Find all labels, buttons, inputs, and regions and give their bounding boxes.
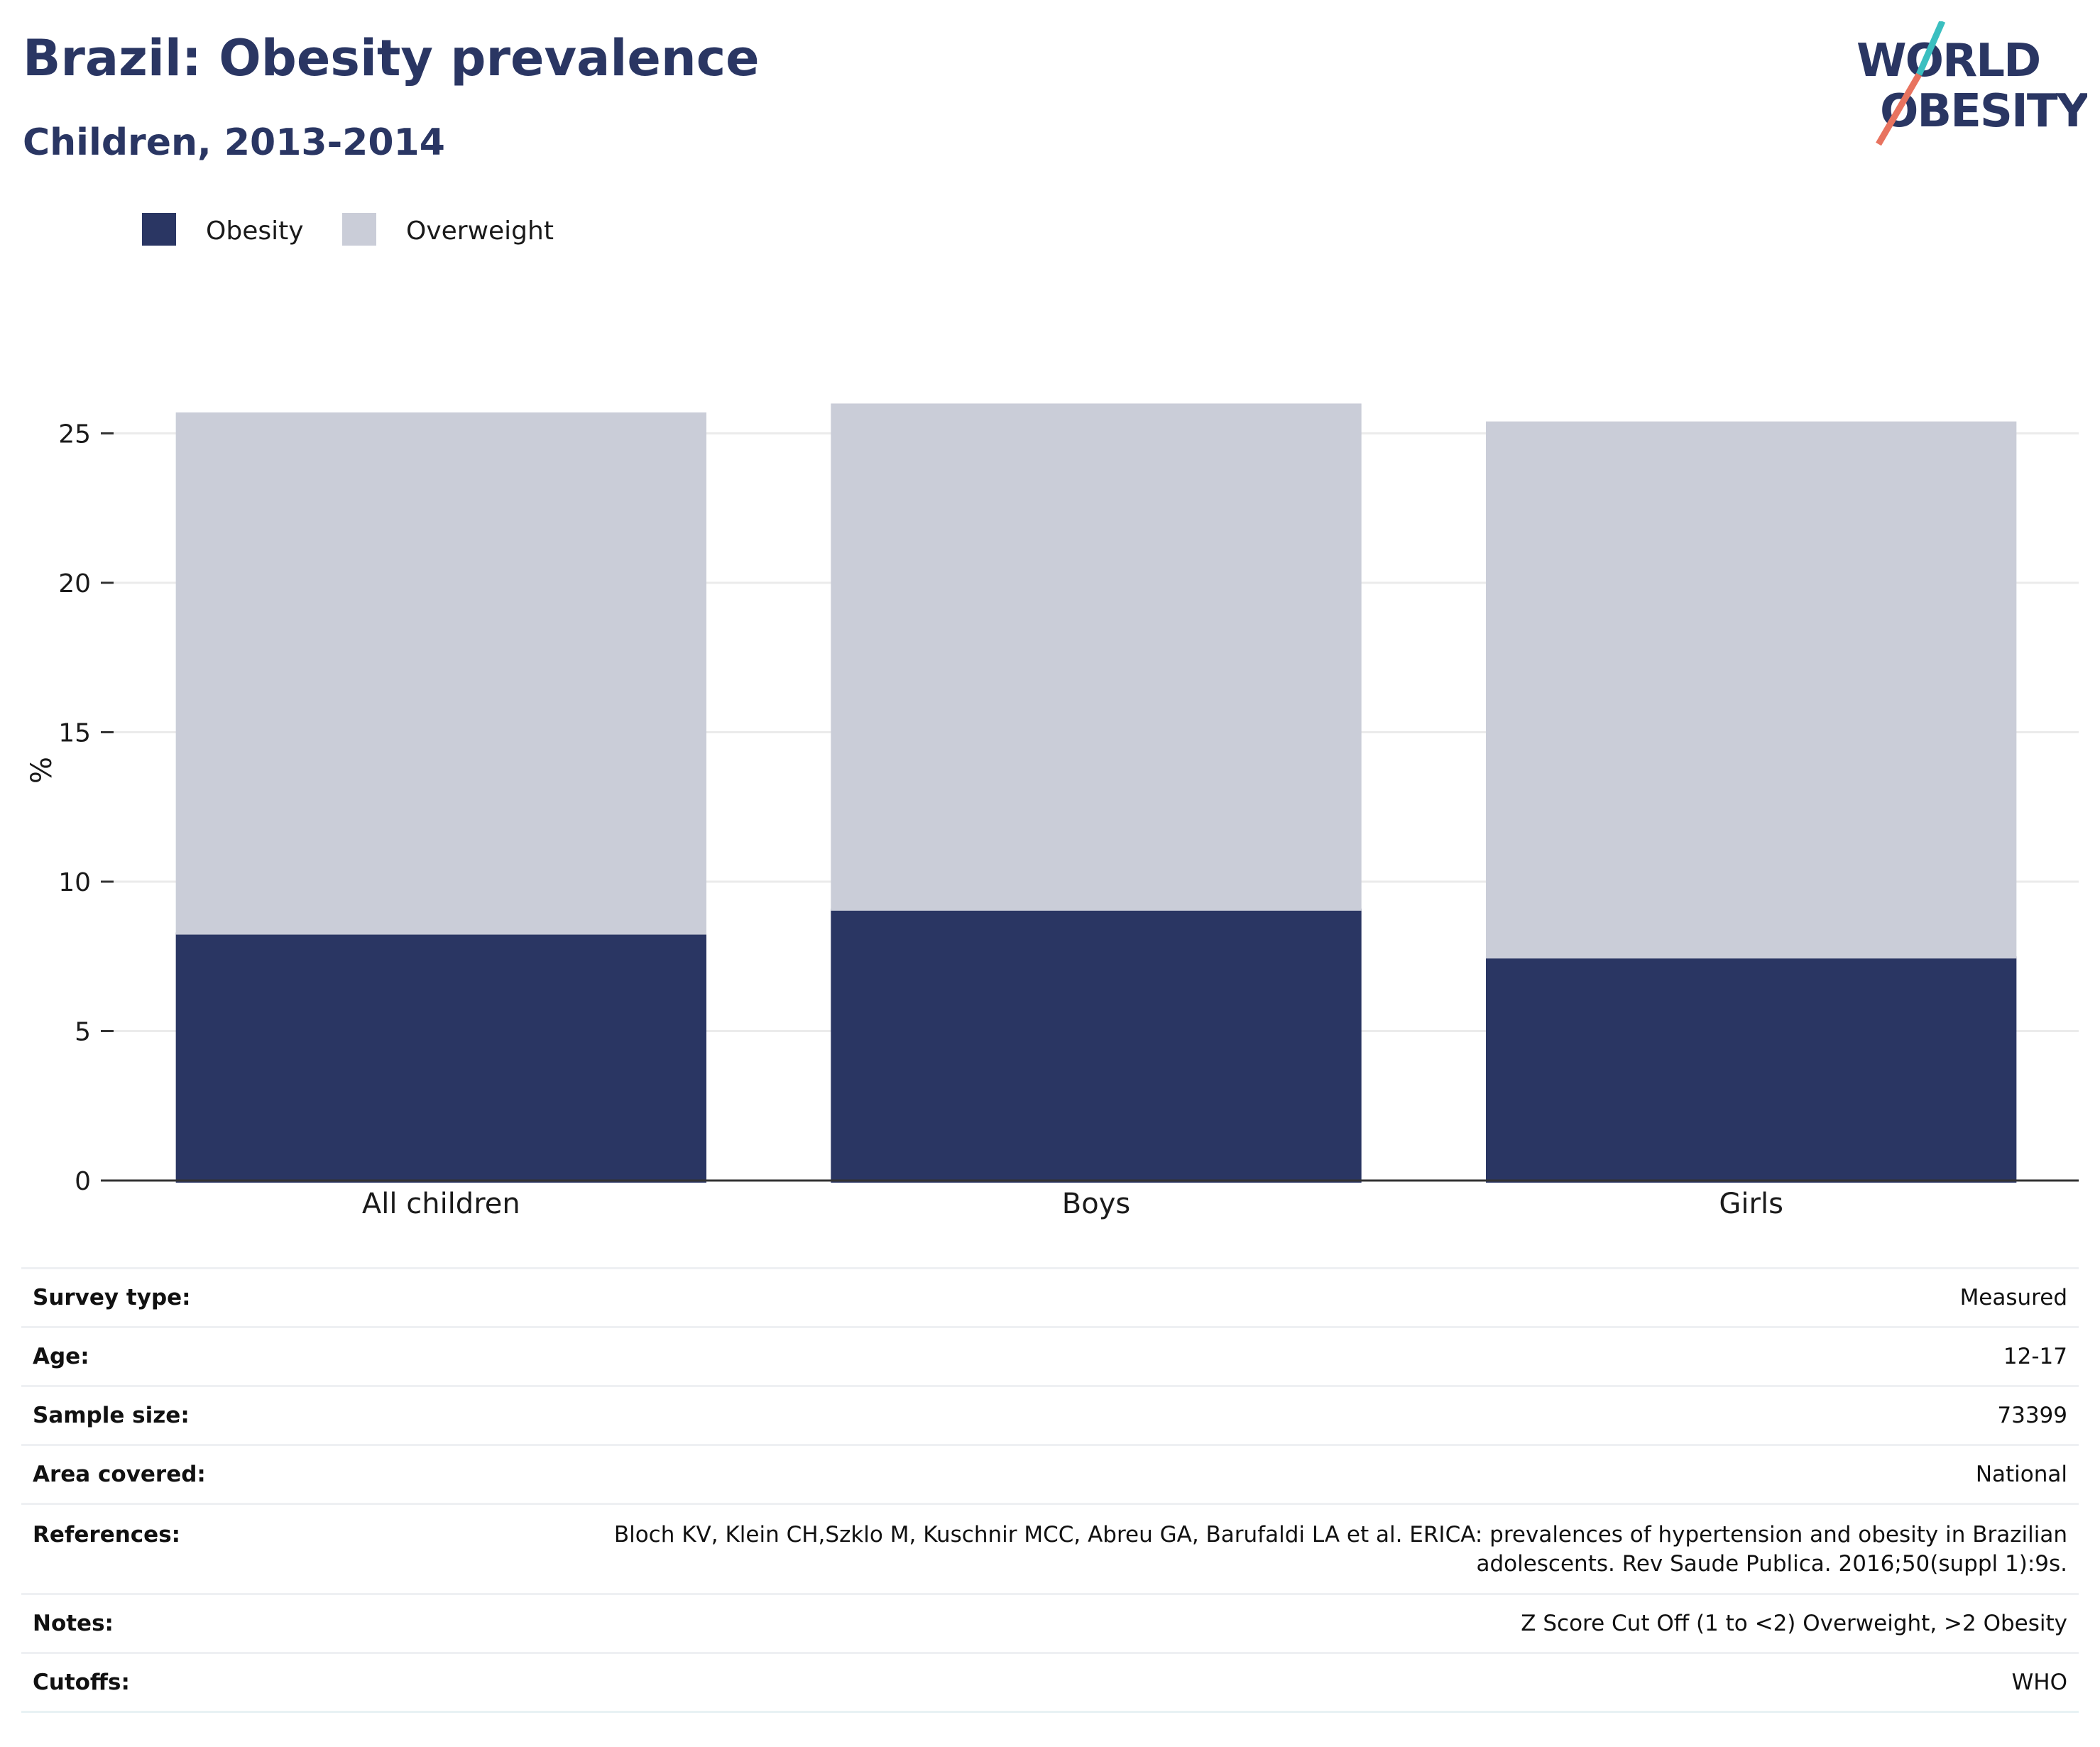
- details-value: WHO: [328, 1652, 2079, 1713]
- y-tick-label: 15: [58, 719, 91, 748]
- survey-details-table: Survey type: Measured Age: 12-17 Sample size…: [21, 1267, 2079, 1713]
- bar-obesity: [831, 908, 1362, 1183]
- details-value: 12-17: [328, 1326, 2079, 1386]
- details-row: References: Bloch KV, Klein CH,Szklo M, K…: [21, 1503, 2079, 1594]
- legend-swatch-overweight: [342, 213, 376, 246]
- details-value: Z Score Cut Off (1 to <2) Overweight, >2…: [328, 1593, 2079, 1653]
- details-row: Notes: Z Score Cut Off (1 to <2) Overweig…: [21, 1593, 2079, 1653]
- bar-overweight: [1485, 421, 2017, 959]
- details-value-line: adolescents. Rev Saude Publica. 2016;50(…: [1476, 1551, 2067, 1577]
- details-value-line: Bloch KV, Klein CH,Szklo M, Kuschnir MCC…: [613, 1522, 2067, 1548]
- world-obesity-logo: WORLD OBESITY: [1856, 21, 2087, 146]
- details-label: References:: [21, 1503, 328, 1594]
- details-value: Bloch KV, Klein CH,Szklo M, Kuschnir MCC…: [328, 1503, 2079, 1594]
- logo-slash-top: [1915, 21, 1946, 76]
- bar-overweight: [831, 403, 1362, 911]
- chart-bars: [175, 403, 2017, 1183]
- details-row: Cutoffs: WHO: [21, 1652, 2079, 1713]
- page-subtitle: Children, 2013-2014: [23, 121, 445, 164]
- logo-line-1: WORLD: [1856, 35, 2040, 87]
- details-label: Notes:: [21, 1593, 328, 1653]
- legend-swatch-obesity: [142, 213, 176, 246]
- legend-label-overweight: Overweight: [406, 217, 554, 246]
- chart-axes: 0 5 10 15 20 25% All children Boys Girls: [26, 420, 2079, 1220]
- details-row: Age: 12-17: [21, 1326, 2079, 1386]
- details-value: National: [328, 1444, 2079, 1504]
- bar-obesity: [1485, 956, 2017, 1183]
- details-value: Measured: [328, 1267, 2079, 1327]
- details-row: Survey type: Measured: [21, 1267, 2079, 1327]
- page-title: Brazil: Obesity prevalence: [23, 29, 760, 87]
- details-label: Area covered:: [21, 1444, 328, 1504]
- y-tick-label: 0: [75, 1167, 91, 1196]
- details-label: Survey type:: [21, 1267, 328, 1327]
- details-label: Age:: [21, 1326, 328, 1386]
- details-row: Area covered: National: [21, 1444, 2079, 1504]
- logo-slash-bottom: [1876, 72, 1922, 146]
- y-tick-label: 5: [75, 1018, 91, 1047]
- details-row: Sample size: 73399: [21, 1385, 2079, 1445]
- y-tick-label: 10: [58, 868, 91, 897]
- bar-obesity: [175, 932, 707, 1183]
- x-tick-label: Boys: [1062, 1188, 1130, 1220]
- y-tick-label: 25: [58, 420, 91, 449]
- bar-overweight: [175, 412, 707, 935]
- y-tick-label: 20: [58, 569, 91, 598]
- x-tick-label: All children: [362, 1188, 520, 1220]
- x-tick-label: Girls: [1719, 1188, 1783, 1220]
- obesity-bar-chart: Obesity Overweight 0 5 10 15 20 25% All childre…: [26, 213, 2079, 1220]
- legend-label-obesity: Obesity: [206, 217, 304, 246]
- logo-line-2: OBESITY: [1880, 85, 2087, 138]
- details-label: Sample size:: [21, 1385, 328, 1445]
- details-value: 73399: [328, 1385, 2079, 1445]
- details-label: Cutoffs:: [21, 1652, 328, 1713]
- chart-legend: Obesity Overweight: [142, 213, 554, 246]
- y-axis-label: %: [26, 757, 58, 784]
